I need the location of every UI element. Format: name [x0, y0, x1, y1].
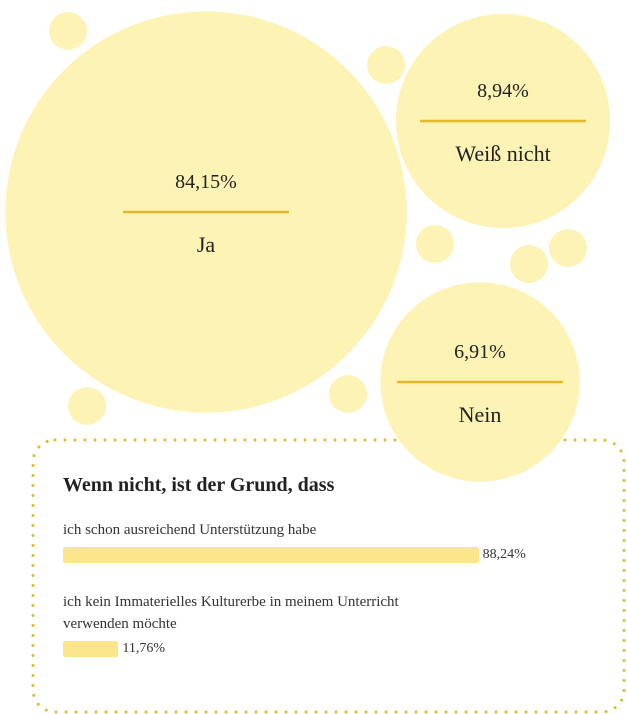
bar — [63, 641, 119, 657]
bubble-label: Weiß nicht — [455, 141, 550, 166]
bar-row: 11,76% — [63, 639, 583, 659]
bar — [63, 547, 479, 563]
bubble-value: 8,94% — [477, 80, 529, 102]
bubble-value: 84,15% — [175, 171, 237, 193]
bar-value: 11,76% — [122, 641, 166, 656]
bar-category: ich kein Immaterielles Kulturerbe in mei… — [63, 594, 399, 632]
bar-title: Wenn nicht, ist der Grund, dass — [63, 474, 335, 496]
bar-panel: Wenn nicht, ist der Grund, dass ich scho… — [63, 474, 583, 685]
bar-row: 88,24% — [63, 545, 583, 565]
bubbles: 84,15% Ja 8,94% Weiß nicht 6,91% Nein — [5, 11, 611, 482]
panel-border — [31, 438, 626, 714]
bar-value: 88,24% — [482, 547, 526, 562]
decor-circles — [49, 12, 587, 425]
bubble-value: 6,91% — [454, 341, 506, 363]
bubble-label: Ja — [197, 232, 216, 257]
bar-category: ich schon ausreichend Unterstützung habe — [63, 522, 317, 538]
bubble-label: Nein — [459, 402, 502, 427]
